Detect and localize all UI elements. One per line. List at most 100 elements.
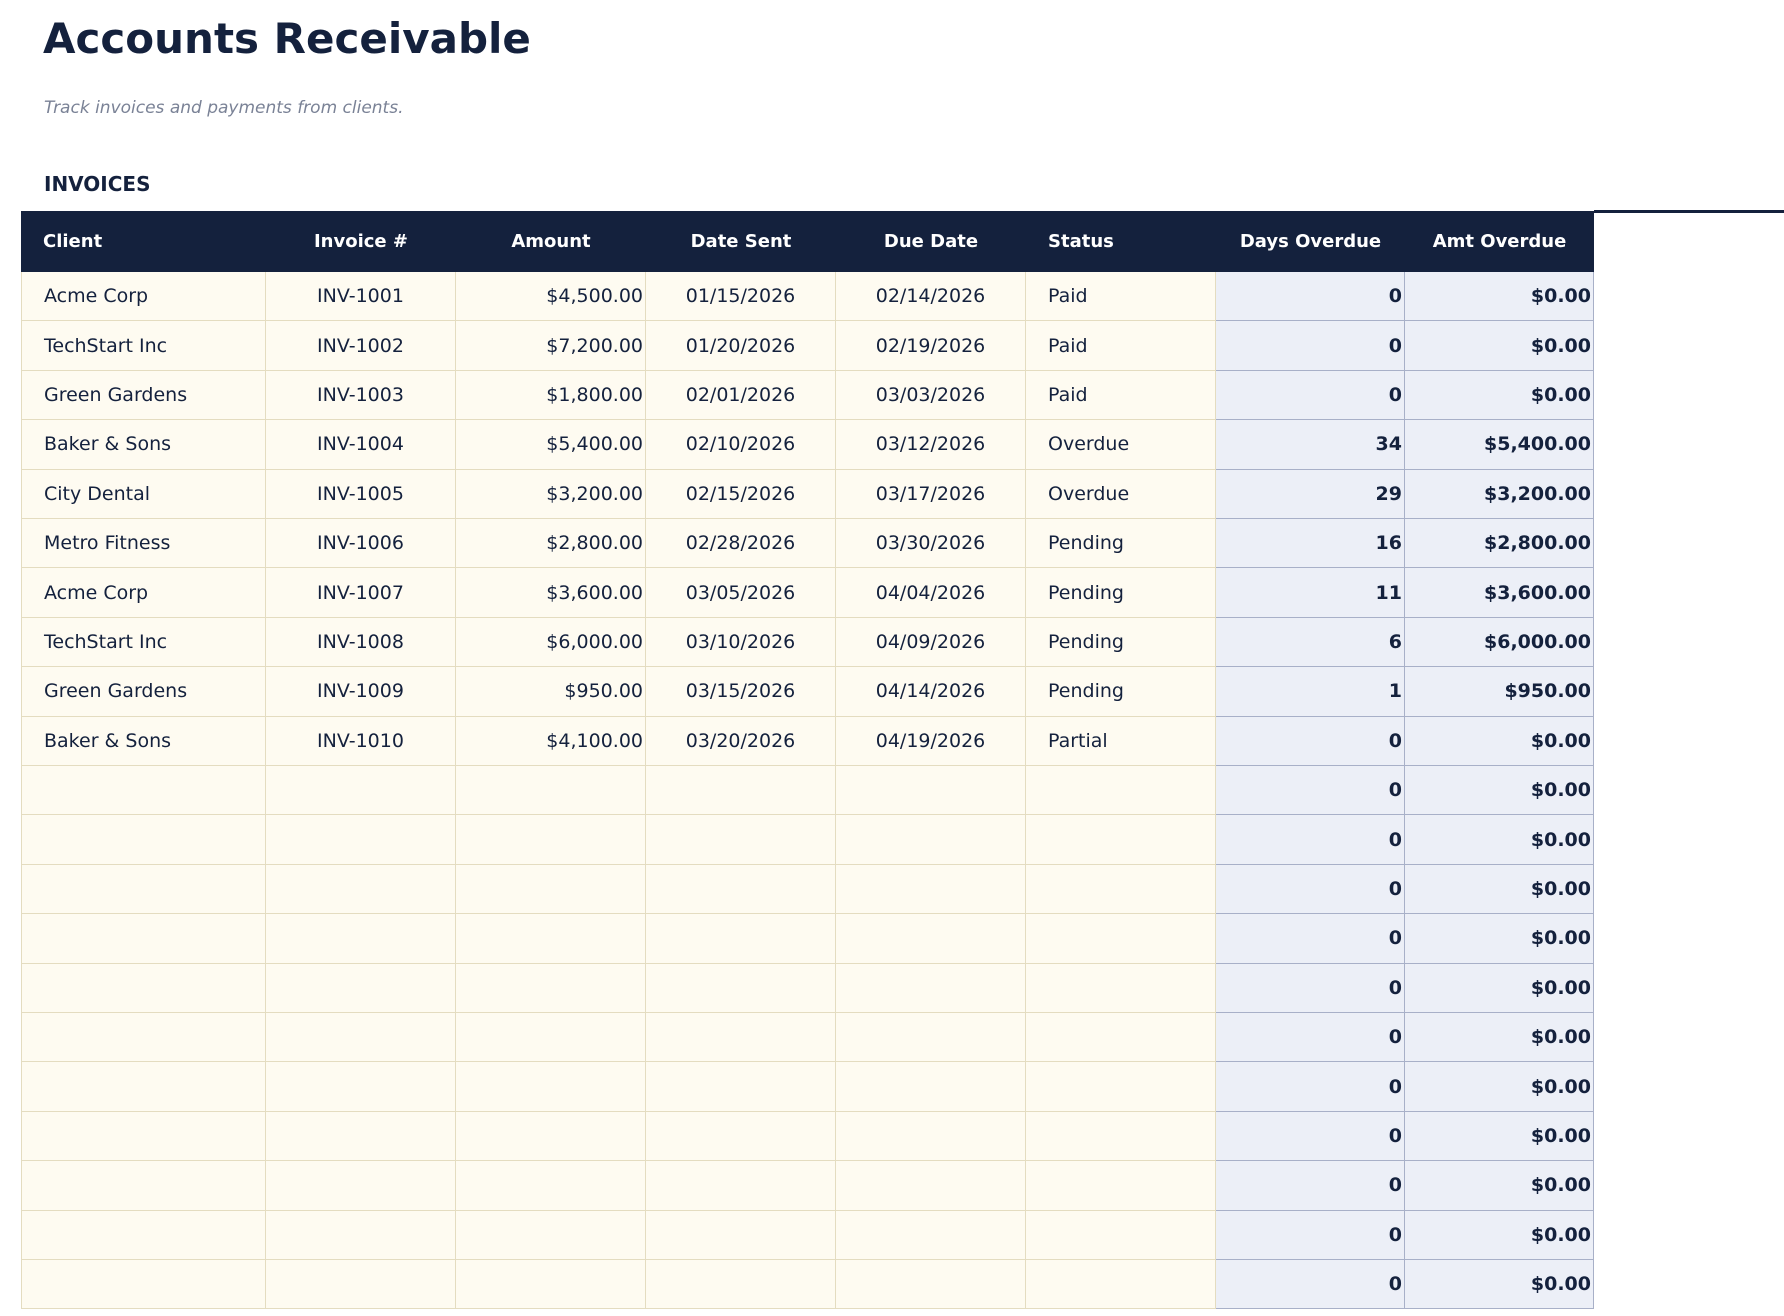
table-cell [21,1013,266,1063]
table-cell: 01/20/2026 [646,321,836,371]
table-cell [1026,1062,1216,1112]
table-cell: 02/10/2026 [646,420,836,470]
table-cell: TechStart Inc [21,617,266,668]
table-cell: $0.00 [1405,1260,1594,1310]
table-cell: $0.00 [1405,864,1594,915]
table-cell: 16 [1216,519,1405,569]
table-cell [21,1260,266,1310]
column-header: Days Overdue [1216,211,1405,272]
table-cell: $3,600.00 [456,568,646,618]
table-cell: $2,800.00 [1405,519,1594,569]
table-cell: $0.00 [1405,716,1594,766]
table-cell: 29 [1216,469,1405,519]
table-cell [456,963,646,1013]
table-cell [456,1210,646,1260]
table-cell: Paid [1026,370,1216,421]
table-cell: 03/10/2026 [646,617,836,668]
table-cell: TechStart Inc [21,321,266,371]
table-cell [266,914,456,964]
table-cell [21,864,266,915]
table-cell: $0.00 [1405,370,1594,421]
table-cell: INV-1003 [266,370,456,421]
table-cell [646,1062,836,1112]
table-cell [21,815,266,865]
table-cell [646,1260,836,1310]
table-cell: 02/14/2026 [836,272,1026,322]
table-cell: 0 [1216,1111,1405,1162]
table-cell [836,963,1026,1013]
table-cell: 03/30/2026 [836,519,1026,569]
table-cell: 34 [1216,420,1405,470]
table-cell: 0 [1216,1062,1405,1112]
table-cell: $950.00 [456,667,646,717]
table-cell: 04/14/2026 [836,667,1026,717]
table-cell [21,1062,266,1112]
table-cell: Pending [1026,519,1216,569]
table-cell: 03/05/2026 [646,568,836,618]
table-cell [1026,1111,1216,1162]
table-cell: $0.00 [1405,815,1594,865]
table-cell [836,1210,1026,1260]
table-cell [266,1260,456,1310]
table-cell: 0 [1216,272,1405,322]
table-cell: Green Gardens [21,370,266,421]
table-cell [456,1260,646,1310]
table-cell [456,1013,646,1063]
table-cell [646,766,836,816]
table-cell [836,815,1026,865]
table-cell [266,1111,456,1162]
table-cell: $0.00 [1405,1161,1594,1211]
table-cell: 01/15/2026 [646,272,836,322]
table-cell: $4,100.00 [456,716,646,766]
table-cell: INV-1007 [266,568,456,618]
column-header: Amt Overdue [1405,211,1594,272]
column-header: Due Date [836,211,1026,272]
table-cell [1026,864,1216,915]
table-cell [646,963,836,1013]
page-title: Accounts Receivable [43,14,531,63]
table-cell: INV-1009 [266,667,456,717]
table-cell: Paid [1026,321,1216,371]
table-cell [266,963,456,1013]
table-cell: Pending [1026,667,1216,717]
table-cell [456,766,646,816]
table-cell [836,864,1026,915]
table-cell [1026,963,1216,1013]
table-cell [836,1111,1026,1162]
table-cell: 0 [1216,963,1405,1013]
table-cell: 0 [1216,1013,1405,1063]
table-cell [646,1161,836,1211]
table-cell [1026,815,1216,865]
table-cell: 6 [1216,617,1405,668]
table-cell [646,914,836,964]
table-cell: Baker & Sons [21,420,266,470]
table-cell: Acme Corp [21,272,266,322]
table-cell [266,1210,456,1260]
table-cell: INV-1005 [266,469,456,519]
table-cell: Overdue [1026,420,1216,470]
table-cell [266,1161,456,1211]
table-cell [456,1062,646,1112]
table-cell: 0 [1216,716,1405,766]
table-cell [1026,1161,1216,1211]
table-cell: $3,200.00 [456,469,646,519]
table-cell [456,815,646,865]
table-cell: 03/12/2026 [836,420,1026,470]
table-cell [646,864,836,915]
table-cell: $1,800.00 [456,370,646,421]
table-cell: 02/28/2026 [646,519,836,569]
table-cell: INV-1010 [266,716,456,766]
table-cell [21,914,266,964]
table-cell [1026,1260,1216,1310]
table-cell: 0 [1216,1260,1405,1310]
table-cell [456,1161,646,1211]
table-cell: 02/01/2026 [646,370,836,421]
table-cell: $3,200.00 [1405,469,1594,519]
table-cell: $0.00 [1405,914,1594,964]
table-cell: 04/09/2026 [836,617,1026,668]
table-cell: Paid [1026,272,1216,322]
table-cell [836,1161,1026,1211]
table-cell: 03/17/2026 [836,469,1026,519]
table-cell: Metro Fitness [21,519,266,569]
table-cell: $6,000.00 [456,617,646,668]
